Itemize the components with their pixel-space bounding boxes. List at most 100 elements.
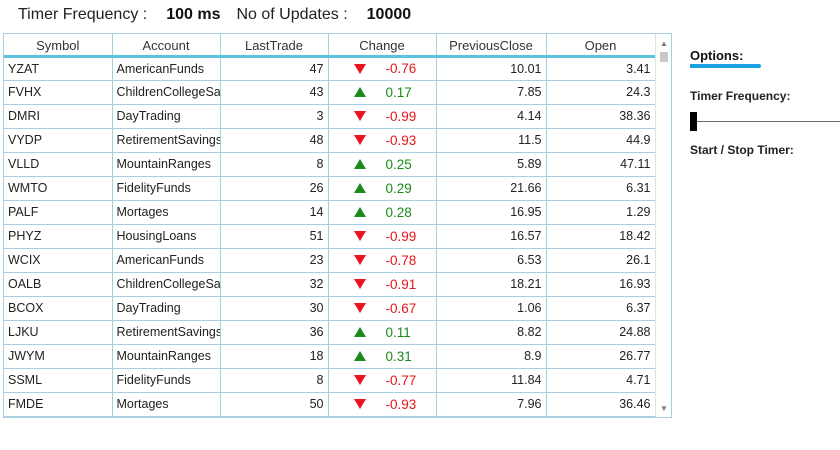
table-row[interactable]: VLLD MountainRanges 8 0.25 5.89 47.11: [4, 152, 656, 177]
cell-change[interactable]: -0.93: [328, 392, 437, 417]
cell-lasttrade[interactable]: 47: [220, 56, 329, 81]
cell-account[interactable]: Mortages: [112, 392, 221, 417]
table-row[interactable]: FMDE Mortages 50 -0.93 7.96 36.46: [4, 392, 656, 417]
cell-open[interactable]: 6.31: [546, 176, 656, 201]
cell-lasttrade[interactable]: 32: [220, 272, 329, 297]
cell-change[interactable]: -0.67: [328, 296, 437, 321]
cell-previousclose[interactable]: 21.66: [436, 176, 547, 201]
column-header-lasttrade[interactable]: LastTrade: [220, 34, 329, 58]
cell-open[interactable]: 18.42: [546, 224, 656, 249]
cell-change[interactable]: 0.29: [328, 176, 437, 201]
table-row[interactable]: FVHX ChildrenCollegeSavi 43 0.17 7.85 24.3: [4, 80, 656, 105]
table-row[interactable]: OALB ChildrenCollegeSavi 32 -0.91 18.21 16.93: [4, 272, 656, 297]
cell-change[interactable]: -0.99: [328, 224, 437, 249]
cell-previousclose[interactable]: 5.89: [436, 152, 547, 177]
table-row[interactable]: WMTO FidelityFunds 26 0.29 21.66 6.31: [4, 176, 656, 201]
table-row[interactable]: VYDP RetirementSavings 48 -0.93 11.5 44.9: [4, 128, 656, 153]
slider-handle[interactable]: [690, 112, 697, 131]
cell-change[interactable]: 0.28: [328, 200, 437, 225]
cell-symbol[interactable]: VYDP: [4, 128, 113, 153]
scroll-up-icon[interactable]: ▲: [660, 38, 668, 48]
timer-frequency-slider[interactable]: [690, 111, 840, 131]
cell-account[interactable]: ChildrenCollegeSavi: [112, 272, 221, 297]
cell-symbol[interactable]: FMDE: [4, 392, 113, 417]
cell-previousclose[interactable]: 16.95: [436, 200, 547, 225]
cell-lasttrade[interactable]: 8: [220, 368, 329, 393]
cell-lasttrade[interactable]: 51: [220, 224, 329, 249]
table-row[interactable]: JWYM MountainRanges 18 0.31 8.9 26.77: [4, 344, 656, 369]
cell-symbol[interactable]: FVHX: [4, 80, 113, 105]
cell-open[interactable]: 16.93: [546, 272, 656, 297]
cell-change[interactable]: -0.99: [328, 104, 437, 129]
cell-account[interactable]: ChildrenCollegeSavi: [112, 80, 221, 105]
table-row[interactable]: WCIX AmericanFunds 23 -0.78 6.53 26.1: [4, 248, 656, 273]
cell-previousclose[interactable]: 11.84: [436, 368, 547, 393]
cell-lasttrade[interactable]: 8: [220, 152, 329, 177]
cell-open[interactable]: 38.36: [546, 104, 656, 129]
cell-open[interactable]: 3.41: [546, 56, 656, 81]
scroll-thumb[interactable]: [660, 52, 668, 62]
column-header-change[interactable]: Change: [328, 34, 437, 58]
column-header-account[interactable]: Account: [112, 34, 221, 58]
cell-symbol[interactable]: WMTO: [4, 176, 113, 201]
table-row[interactable]: SSML FidelityFunds 8 -0.77 11.84 4.71: [4, 368, 656, 393]
cell-previousclose[interactable]: 10.01: [436, 56, 547, 81]
cell-symbol[interactable]: SSML: [4, 368, 113, 393]
cell-account[interactable]: DayTrading: [112, 296, 221, 321]
cell-open[interactable]: 4.71: [546, 368, 656, 393]
cell-open[interactable]: 47.11: [546, 152, 656, 177]
cell-change[interactable]: -0.91: [328, 272, 437, 297]
cell-change[interactable]: 0.11: [328, 320, 437, 345]
cell-account[interactable]: AmericanFunds: [112, 56, 221, 81]
table-row[interactable]: DMRI DayTrading 3 -0.99 4.14 38.36: [4, 104, 656, 129]
cell-symbol[interactable]: YZAT: [4, 56, 113, 81]
cell-symbol[interactable]: JWYM: [4, 344, 113, 369]
cell-lasttrade[interactable]: 23: [220, 248, 329, 273]
table-row[interactable]: PHYZ HousingLoans 51 -0.99 16.57 18.42: [4, 224, 656, 249]
cell-lasttrade[interactable]: 30: [220, 296, 329, 321]
cell-previousclose[interactable]: 4.14: [436, 104, 547, 129]
cell-open[interactable]: 24.3: [546, 80, 656, 105]
cell-symbol[interactable]: BCOX: [4, 296, 113, 321]
vertical-scrollbar[interactable]: ▲ ▼: [655, 34, 671, 417]
cell-change[interactable]: -0.93: [328, 128, 437, 153]
cell-account[interactable]: MountainRanges: [112, 152, 221, 177]
cell-previousclose[interactable]: 1.06: [436, 296, 547, 321]
cell-previousclose[interactable]: 6.53: [436, 248, 547, 273]
slider-track[interactable]: [696, 121, 840, 122]
cell-change[interactable]: -0.78: [328, 248, 437, 273]
cell-lasttrade[interactable]: 43: [220, 80, 329, 105]
cell-symbol[interactable]: PHYZ: [4, 224, 113, 249]
cell-open[interactable]: 44.9: [546, 128, 656, 153]
cell-previousclose[interactable]: 7.85: [436, 80, 547, 105]
table-row[interactable]: LJKU RetirementSavings 36 0.11 8.82 24.88: [4, 320, 656, 345]
cell-account[interactable]: AmericanFunds: [112, 248, 221, 273]
column-header-previousclose[interactable]: PreviousClose: [436, 34, 547, 58]
scroll-down-icon[interactable]: ▼: [660, 403, 668, 413]
cell-symbol[interactable]: PALF: [4, 200, 113, 225]
column-header-symbol[interactable]: Symbol: [4, 34, 113, 58]
cell-account[interactable]: DayTrading: [112, 104, 221, 129]
cell-previousclose[interactable]: 16.57: [436, 224, 547, 249]
cell-account[interactable]: Mortages: [112, 200, 221, 225]
cell-account[interactable]: RetirementSavings: [112, 128, 221, 153]
cell-lasttrade[interactable]: 26: [220, 176, 329, 201]
cell-account[interactable]: FidelityFunds: [112, 368, 221, 393]
cell-lasttrade[interactable]: 18: [220, 344, 329, 369]
cell-change[interactable]: 0.25: [328, 152, 437, 177]
cell-open[interactable]: 6.37: [546, 296, 656, 321]
cell-symbol[interactable]: DMRI: [4, 104, 113, 129]
cell-account[interactable]: MountainRanges: [112, 344, 221, 369]
cell-lasttrade[interactable]: 36: [220, 320, 329, 345]
column-header-open[interactable]: Open: [546, 34, 656, 58]
cell-change[interactable]: -0.76: [328, 56, 437, 81]
cell-previousclose[interactable]: 11.5: [436, 128, 547, 153]
cell-account[interactable]: HousingLoans: [112, 224, 221, 249]
cell-change[interactable]: 0.31: [328, 344, 437, 369]
table-row[interactable]: YZAT AmericanFunds 47 -0.76 10.01 3.41: [4, 56, 656, 81]
cell-open[interactable]: 1.29: [546, 200, 656, 225]
cell-open[interactable]: 36.46: [546, 392, 656, 417]
cell-lasttrade[interactable]: 48: [220, 128, 329, 153]
cell-open[interactable]: 26.77: [546, 344, 656, 369]
cell-change[interactable]: -0.77: [328, 368, 437, 393]
